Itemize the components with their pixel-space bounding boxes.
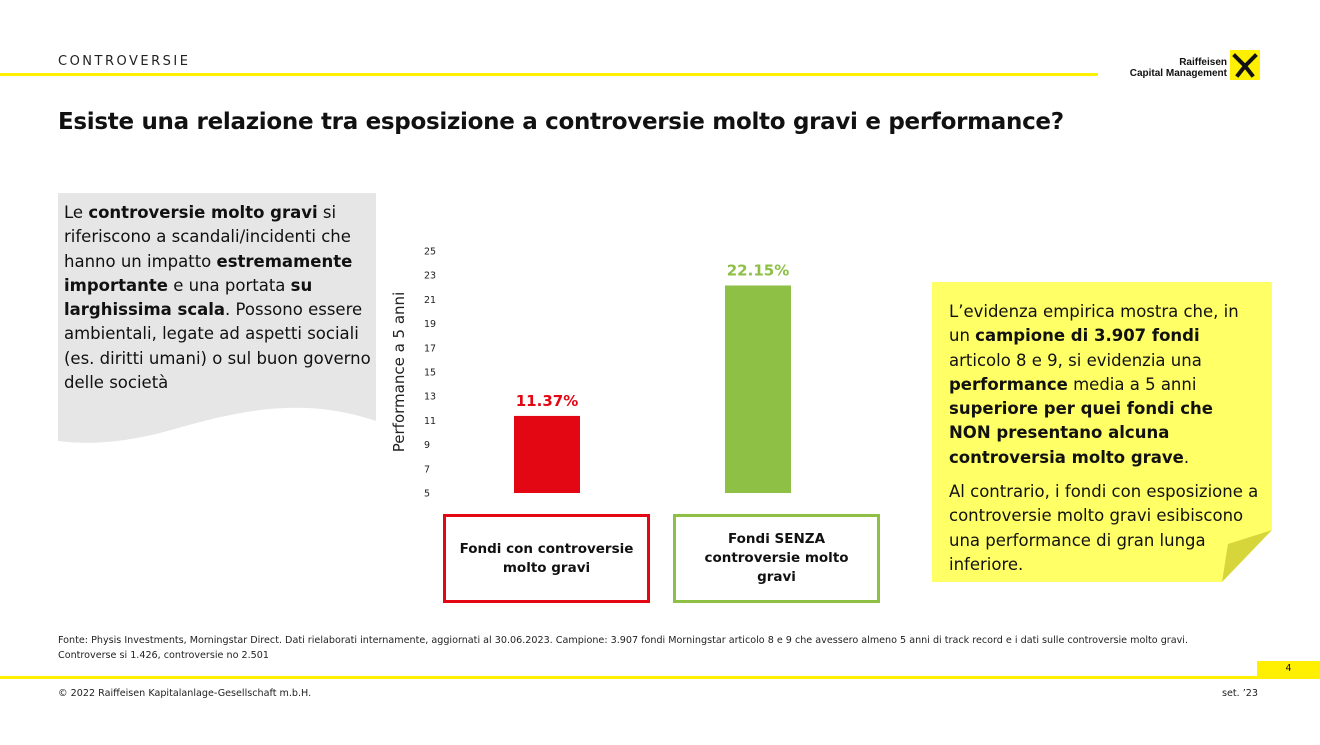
y-tick-label: 21 bbox=[424, 295, 436, 306]
copyright: © 2022 Raiffeisen Kapitalanlage-Gesellsc… bbox=[58, 688, 312, 699]
evidence-paragraph-2: Al contrario, i fondi con esposizione a … bbox=[949, 482, 1259, 574]
logo-text: Raiffeisen Capital Management bbox=[1130, 57, 1227, 79]
bar-1 bbox=[514, 415, 580, 493]
y-tick-label: 5 bbox=[424, 489, 430, 500]
y-tick-label: 7 bbox=[424, 464, 430, 475]
definition-text: Le controversie molto gravi si riferisco… bbox=[64, 203, 371, 393]
section-label: CONTROVERSIE bbox=[58, 54, 191, 69]
page-title: Esiste una relazione tra esposizione a c… bbox=[58, 109, 1064, 135]
category-box-without-controversies: Fondi SENZA controversie molto gravi bbox=[673, 514, 880, 603]
y-tick-label: 17 bbox=[424, 343, 436, 354]
chart-svg: Performance a 5 anni 25 23 21 19 17 15 13 11 9 7 5 1… bbox=[390, 247, 791, 500]
logo-line-2: Capital Management bbox=[1129, 68, 1227, 79]
bar-value-label-2: 22.15% bbox=[727, 261, 789, 279]
y-tick-label: 25 bbox=[424, 247, 436, 258]
performance-bar-chart: Performance a 5 anni 25 23 21 19 17 15 13 11 9 7 5 1… bbox=[380, 240, 920, 620]
category-box-with-controversies: Fondi con controversie molto gravi bbox=[443, 514, 650, 603]
page-number: 4 bbox=[1257, 661, 1320, 676]
definition-note: Le controversie molto gravi si riferisco… bbox=[58, 193, 376, 455]
y-tick-label: 13 bbox=[424, 392, 436, 403]
category-label-with-controversies: Fondi con controversie molto gravi bbox=[459, 540, 634, 576]
category-label-without-controversies: Fondi SENZA controversie molto gravi bbox=[704, 531, 849, 585]
gable-cross-icon bbox=[1230, 50, 1260, 80]
y-tick-label: 23 bbox=[424, 271, 436, 282]
y-tick-label: 11 bbox=[424, 416, 436, 427]
y-axis-label: Performance a 5 anni bbox=[390, 292, 408, 452]
source-line-1: Fonte: Physis Investments, Morningstar D… bbox=[58, 635, 1189, 646]
bar-2 bbox=[725, 285, 791, 493]
y-tick-label: 15 bbox=[424, 368, 436, 379]
y-tick-label: 19 bbox=[424, 319, 436, 330]
bar-value-label-1: 11.37% bbox=[516, 392, 578, 410]
evidence-paragraph-1: L’evidenza empirica mostra che, in un ca… bbox=[949, 302, 1239, 467]
bottom-divider bbox=[0, 676, 1320, 679]
logo-line-1: Raiffeisen bbox=[1179, 57, 1227, 68]
raiffeisen-logo: Raiffeisen Capital Management bbox=[1105, 50, 1265, 82]
source-note: Fonte: Physis Investments, Morningstar D… bbox=[58, 633, 1288, 663]
y-tick-label: 9 bbox=[424, 440, 430, 451]
evidence-text: L’evidenza empirica mostra che, in un ca… bbox=[949, 300, 1259, 577]
footer-date: set. ’23 bbox=[1221, 688, 1258, 699]
source-line-2: Controverse si 1.426, controversie no 2.… bbox=[58, 650, 269, 661]
evidence-note: L’evidenza empirica mostra che, in un ca… bbox=[932, 282, 1274, 582]
top-divider bbox=[0, 73, 1098, 76]
